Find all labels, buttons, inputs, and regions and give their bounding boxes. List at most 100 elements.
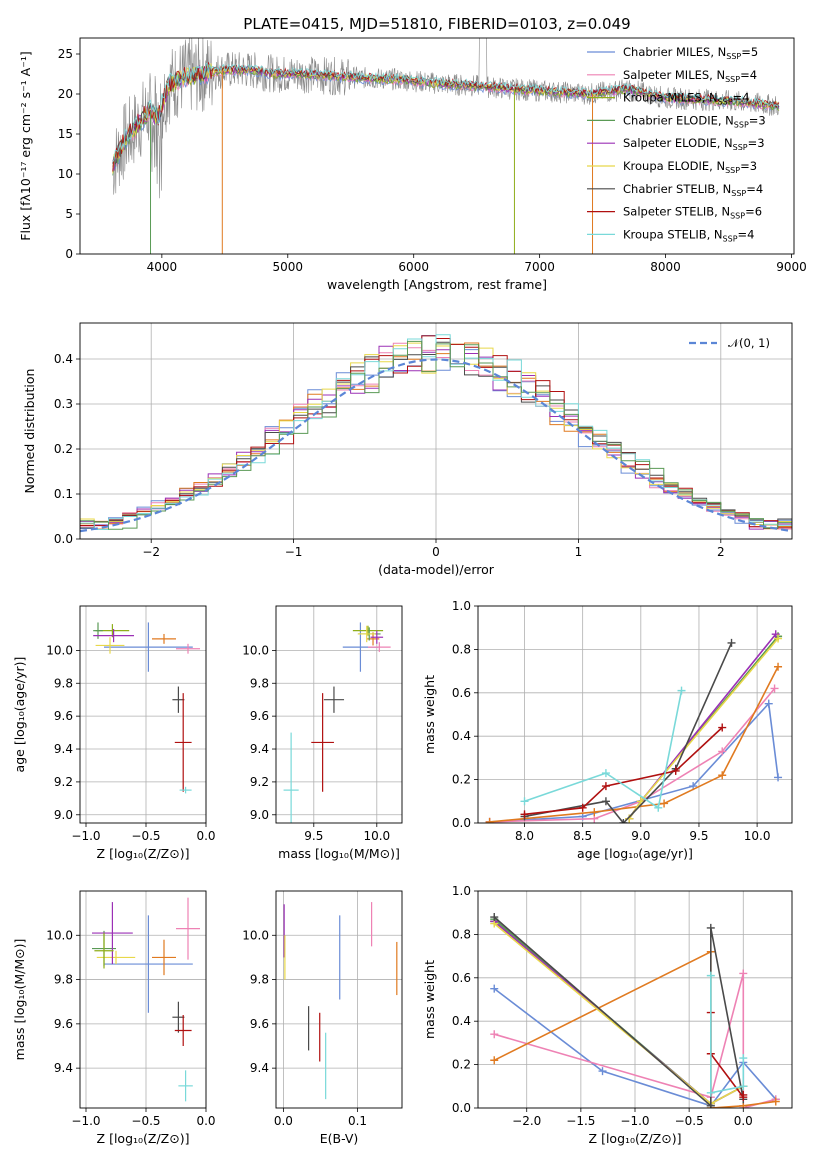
legend-entry-7: Salpeter STELIB, NSSP=6 — [623, 205, 762, 221]
legend-equals: = — [745, 205, 755, 219]
x-tick-label: 0.0 — [734, 1114, 753, 1128]
x-tick-label: −1.0 — [71, 829, 100, 843]
plot-area — [93, 622, 200, 794]
panel-residuals: −2 −1 0 1 2 0.0 0.1 0.2 0.3 0.4 (data-model)/error… — [22, 322, 793, 577]
x-axis-label: Z [log₁₀(Z/Z⊙)] — [97, 846, 190, 861]
plot-area — [80, 334, 792, 533]
y-tick-label: 1.0 — [452, 599, 471, 613]
x-tick-label: 4000 — [147, 260, 178, 274]
legend-ssp-sub: SSP — [731, 189, 746, 198]
y-tick-label: 9.4 — [250, 1061, 269, 1075]
x-tick-label: 1 — [575, 545, 583, 559]
weight-marker — [490, 1056, 499, 1065]
legend-n-label: , N — [717, 136, 733, 150]
legend-n-label: , N — [710, 45, 726, 59]
legend-nssp: 4 — [742, 91, 749, 105]
legend-series-name: Salpeter ELODIE — [623, 136, 717, 150]
grid — [478, 605, 792, 824]
y-tick-label: 0.4 — [452, 1014, 471, 1028]
x-tick-label: 0.0 — [196, 1114, 215, 1128]
axes-frame — [79, 322, 793, 540]
x-tick-label: 10.0 — [744, 829, 771, 843]
weight-marker — [654, 803, 663, 812]
weight-line-7 — [524, 642, 733, 823]
y-tick-label: 0.0 — [452, 1101, 471, 1115]
model-line-8 — [112, 62, 779, 163]
weight-marker — [771, 1097, 780, 1106]
x-axis-label: Z [log₁₀(Z/Z⊙)] — [97, 1131, 190, 1146]
legend-n-label: , N — [702, 91, 718, 105]
y-tick-label: 9.6 — [250, 1017, 269, 1031]
x-tick-label: 6000 — [398, 260, 429, 274]
legend-series-name: Kroupa ELODIE — [623, 159, 709, 173]
x-tick-label: 10.0 — [363, 829, 390, 843]
y-tick-label: 9.0 — [54, 808, 73, 822]
weight-marker — [601, 769, 610, 778]
x-tick-label: 9.5 — [689, 829, 708, 843]
x-axis-label: mass [log₁₀(M/M⊙)] — [278, 846, 400, 861]
weight-marker — [490, 1030, 499, 1039]
y-tick-label: 9.6 — [250, 709, 269, 723]
legend-n-label: , N — [718, 113, 734, 127]
x-axis-label: E(B-V) — [320, 1131, 359, 1146]
x-axis-label: age [log₁₀(age/yr)] — [577, 846, 693, 861]
plot-area — [485, 630, 783, 823]
y-tick-label: 10.0 — [46, 928, 73, 942]
legend-n-label: , N — [709, 159, 725, 173]
weight-marker — [601, 797, 610, 806]
legend-nssp: 3 — [750, 159, 757, 173]
legend-series-name: Kroupa MILES — [623, 91, 702, 105]
legend-equals: = — [749, 113, 759, 127]
legend-ssp-sub: SSP — [726, 52, 741, 61]
y-tick-label: 10 — [58, 167, 73, 181]
weight-line-2 — [493, 950, 776, 1108]
y-tick-label: 9.4 — [54, 742, 73, 756]
axes-frame — [275, 890, 403, 1109]
legend-n-label: , N — [715, 182, 731, 196]
panel-massweight_vs_Z: −2.0 −1.5 −1.0 −0.5 0.0 0.0 0.2 0.4 0.6 0.8 1.0 Z [… — [422, 884, 793, 1146]
legend-ssp-sub: SSP — [718, 98, 733, 107]
weight-marker — [770, 684, 779, 693]
legend-equals: = — [741, 45, 751, 59]
legend-equals: = — [740, 159, 750, 173]
weight-line-9 — [710, 975, 745, 1094]
axes-frame — [275, 605, 403, 824]
plot-area — [490, 913, 780, 1108]
y-axis-label: age [log₁₀(age/yr)] — [12, 657, 27, 773]
weight-marker — [598, 1067, 607, 1076]
y-tick-label: 9.2 — [250, 775, 269, 789]
y-tick-label: 9.6 — [54, 709, 73, 723]
x-tick-label: 5000 — [273, 260, 304, 274]
weight-marker — [727, 638, 736, 647]
y-tick-label: 0.3 — [54, 397, 73, 411]
weight-marker — [739, 1090, 748, 1099]
legend-entry-8: Kroupa STELIB, NSSP=4 — [623, 227, 755, 243]
y-tick-label: 10.0 — [242, 643, 269, 657]
legend-equals: = — [748, 136, 758, 150]
y-tick-label: 0.2 — [54, 442, 73, 456]
weight-line-6 — [628, 637, 779, 820]
legend-nssp: 4 — [750, 68, 757, 82]
legend-series-name: Kroupa STELIB — [623, 227, 707, 241]
axes-frame — [79, 605, 207, 824]
y-tick-label: 9.4 — [54, 1061, 73, 1075]
x-tick-label: 0.0 — [274, 1114, 293, 1128]
weight-marker — [601, 782, 610, 791]
weight-line-9 — [524, 690, 683, 810]
x-tick-label: 0.1 — [348, 1114, 367, 1128]
weight-marker — [764, 699, 773, 708]
x-tick-label: −1.0 — [71, 1114, 100, 1128]
legend-entry-5: Kroupa ELODIE, NSSP=3 — [623, 159, 757, 175]
legend-equals: = — [738, 227, 748, 241]
legend-ssp-sub: SSP — [725, 75, 740, 84]
x-axis-label: wavelength [Angstrom, rest frame] — [327, 277, 547, 292]
x-tick-label: 8.5 — [573, 829, 592, 843]
axes-frame — [79, 37, 795, 255]
x-tick-label: 8.0 — [515, 829, 534, 843]
weight-marker — [774, 662, 783, 671]
histogram-line-8 — [80, 340, 792, 530]
legend-series-name: Salpeter MILES — [623, 68, 709, 82]
weight-marker — [774, 634, 783, 643]
panel-massweight_vs_age: 8.0 8.5 9.0 9.5 10.0 0.0 0.2 0.4 0.6 0.8 1.0 age [l… — [422, 599, 793, 861]
